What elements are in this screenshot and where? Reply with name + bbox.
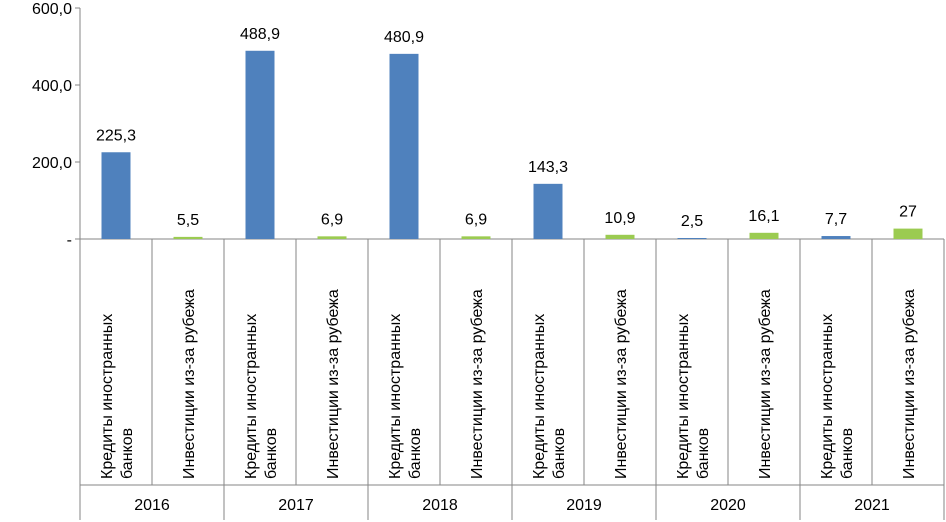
data-label-foreign_bank_loans-2017: 488,9 <box>240 26 280 43</box>
category-label: Кредиты иностранных банков <box>243 314 280 479</box>
data-label-investments_abroad-2016: 5,5 <box>177 212 199 229</box>
data-label-foreign_bank_loans-2021: 7,7 <box>825 211 847 228</box>
bar-investments_abroad-2021 <box>893 228 923 239</box>
data-label-investments_abroad-2017: 6,9 <box>321 211 343 228</box>
data-label-investments_abroad-2021: 27 <box>899 204 917 221</box>
bar-foreign_bank_loans-2021 <box>821 236 851 239</box>
bar-investments_abroad-2016 <box>173 236 203 239</box>
category-label-line: Кредиты иностранных <box>243 314 260 479</box>
bar-foreign_bank_loans-2016 <box>101 152 131 239</box>
bar-foreign_bank_loans-2017 <box>245 50 275 239</box>
category-label: Кредиты иностранных банков <box>531 314 568 479</box>
category-label-line: банков <box>695 428 712 479</box>
bar-investments_abroad-2018 <box>461 236 491 239</box>
category-label: Кредиты иностранных банков <box>99 314 136 479</box>
bar-investments_abroad-2017 <box>317 236 347 239</box>
category-label-line: Кредиты иностранных <box>387 314 404 479</box>
y-axis-ticks: - 200,0 400,0 600,0 <box>32 1 80 249</box>
category-label: Инвестиции из-за рубежа <box>469 289 486 479</box>
category-label: Кредиты иностранных банков <box>387 314 424 479</box>
data-label-foreign_bank_loans-2019: 143,3 <box>528 159 568 176</box>
category-label: Инвестиции из-за рубежа <box>901 289 918 479</box>
category-label-line: банков <box>551 428 568 479</box>
category-label-line: Кредиты иностранных <box>99 314 116 479</box>
bar-foreign_bank_loans-2019 <box>533 183 563 239</box>
bar-foreign_bank_loans-2018 <box>389 53 419 239</box>
data-label-investments_abroad-2020: 16,1 <box>748 208 779 225</box>
year-label-2019: 2019 <box>566 497 602 514</box>
category-label-line: банков <box>839 428 856 479</box>
category-label-line: Инвестиции из-за рубежа <box>613 289 630 479</box>
data-label-foreign_bank_loans-2020: 2,5 <box>681 213 703 230</box>
category-label-line: Инвестиции из-за рубежа <box>901 289 918 479</box>
data-labels: 225,3 5,5 488,9 6,9 480,9 6,9 143,3 10,9 2,5 16,1… <box>96 26 917 230</box>
category-label-line: Инвестиции из-за рубежа <box>181 289 198 479</box>
category-label-line: банков <box>407 428 424 479</box>
category-label: Инвестиции из-за рубежа <box>757 289 774 479</box>
chart-axes <box>79 8 945 520</box>
year-label-2021: 2021 <box>854 497 890 514</box>
category-label-line: Кредиты иностранных <box>819 314 836 479</box>
category-label: Инвестиции из-за рубежа <box>181 289 198 479</box>
category-label-line: Инвестиции из-за рубежа <box>325 289 342 479</box>
data-label-foreign_bank_loans-2016: 225,3 <box>96 127 136 144</box>
category-label: Инвестиции из-за рубежа <box>613 289 630 479</box>
y-tick-label: - <box>67 232 72 249</box>
data-label-investments_abroad-2019: 10,9 <box>604 210 635 227</box>
bar-investments_abroad-2019 <box>605 234 635 239</box>
bar-investments_abroad-2020 <box>749 232 779 239</box>
data-label-foreign_bank_loans-2018: 480,9 <box>384 29 424 46</box>
category-label-line: Инвестиции из-за рубежа <box>469 289 486 479</box>
category-label-line: Кредиты иностранных <box>531 314 548 479</box>
year-label-2020: 2020 <box>710 497 746 514</box>
category-label-line: Инвестиции из-за рубежа <box>757 289 774 479</box>
chart-bars <box>101 50 923 239</box>
year-group-labels: 2016 2017 2018 2019 2020 2021 <box>134 497 890 514</box>
y-tick-label: 200,0 <box>32 155 72 172</box>
category-label: Кредиты иностранных банков <box>675 314 712 479</box>
category-labels: Кредиты иностранных банков Инвестиции из-з… <box>99 289 918 479</box>
year-label-2017: 2017 <box>278 497 314 514</box>
y-tick-label: 600,0 <box>32 1 72 18</box>
category-label-line: банков <box>119 428 136 479</box>
category-label-line: Кредиты иностранных <box>675 314 692 479</box>
bar-foreign_bank_loans-2020 <box>677 238 707 239</box>
category-label: Кредиты иностранных банков <box>819 314 856 479</box>
year-label-2018: 2018 <box>422 497 458 514</box>
data-label-investments_abroad-2018: 6,9 <box>465 211 487 228</box>
y-tick-label: 400,0 <box>32 78 72 95</box>
category-label-line: банков <box>263 428 280 479</box>
category-label: Инвестиции из-за рубежа <box>325 289 342 479</box>
year-label-2016: 2016 <box>134 497 170 514</box>
